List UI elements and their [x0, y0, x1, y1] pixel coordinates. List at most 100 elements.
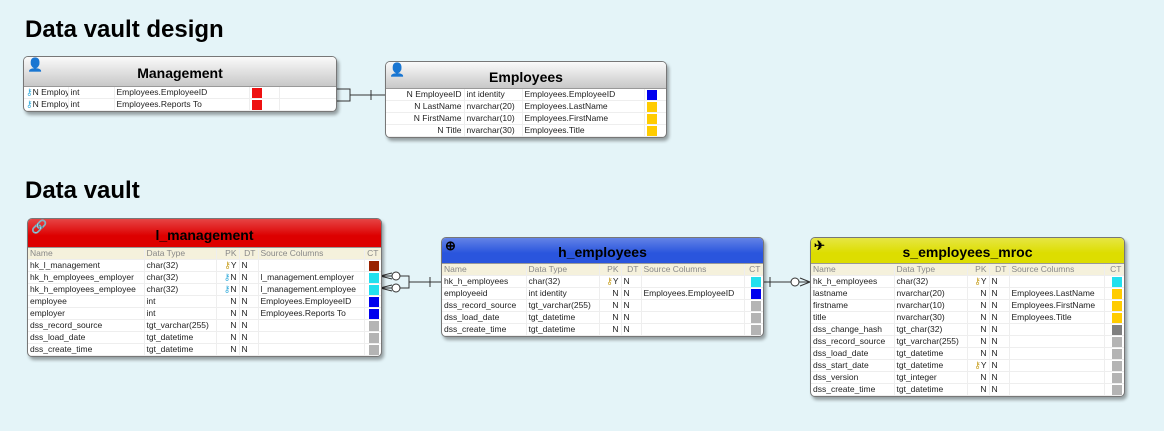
pk-text: N [230, 296, 237, 306]
color-tag [646, 113, 657, 124]
column-row[interactable]: employee int N N Employees.EmployeeID [28, 295, 381, 308]
column-type: nvarchar(30) [464, 124, 523, 137]
column-name: dss_create_time [442, 323, 527, 336]
column-row[interactable]: dss_record_source tgt_varchar(255) N N [442, 299, 763, 312]
column-type: int [68, 87, 115, 99]
column-row[interactable]: hk_h_employees char(32) ⚷Y N [442, 275, 763, 288]
color-tag [1111, 276, 1122, 287]
column-name: hk_l_management [28, 259, 145, 272]
color-tag-cell [744, 323, 763, 336]
pk-text: N [230, 320, 237, 330]
column-type: tgt_datetime [894, 383, 968, 396]
column-row[interactable]: ⚷N EmployerintEmployees.Reports To [24, 98, 336, 111]
column-row[interactable]: dss_create_time tgt_datetime N N [811, 383, 1124, 396]
column-row[interactable]: ⚷N EmployeeintEmployees.EmployeeID [24, 87, 336, 99]
dt-flag: N [989, 275, 1010, 288]
color-tag [1111, 324, 1122, 335]
column-row[interactable]: dss_record_source tgt_varchar(255) N N [28, 319, 381, 332]
color-tag [1111, 384, 1122, 395]
pk-flag: N [599, 311, 622, 324]
header-pk: PK [599, 264, 622, 276]
pk-text: N [980, 348, 987, 358]
column-row[interactable]: employeeid int identity N N Employees.Employ… [442, 287, 763, 300]
entity-employees[interactable]: 👤 Employees N EmployeeID int identity Employ… [385, 61, 667, 138]
color-tag [646, 125, 657, 136]
source-column: Employees.EmployeeID [258, 295, 365, 308]
source-column [1009, 275, 1105, 288]
color-tag-cell [744, 275, 763, 288]
source-column: Employees.Reports To [114, 98, 250, 111]
column-name: N LastName [386, 100, 465, 113]
column-row[interactable]: title nvarchar(30) N N Employees.Title [811, 311, 1124, 324]
column-type: nvarchar(20) [894, 287, 968, 300]
column-row[interactable]: N FirstName nvarchar(10) Employees.FirstNa… [386, 112, 666, 125]
link-key-icon: ⚷ [26, 99, 33, 109]
column-row[interactable]: dss_create_time tgt_datetime N N [442, 323, 763, 336]
section-title-vault: Data vault [25, 177, 140, 204]
primary-key-icon: ⚷ [606, 276, 613, 286]
column-row[interactable]: dss_start_date tgt_datetime ⚷Y N [811, 359, 1124, 372]
entity-management[interactable]: 👤Management⚷N EmployeeintEmployees.Emplo… [23, 56, 337, 112]
entity-h-employees[interactable]: ⊕ h_employees Name Data Type PK DT Source Colu… [441, 237, 764, 337]
color-tag-cell [364, 295, 381, 308]
pk-text: Y [612, 276, 619, 286]
dt-flag: N [989, 335, 1010, 348]
dt-flag: N [239, 283, 259, 296]
column-row[interactable]: dss_create_time tgt_datetime N N [28, 343, 381, 356]
entity-l-management[interactable]: 🔗 l_management Name Data Type PK DT Source Col… [27, 218, 382, 357]
column-row[interactable]: hk_h_employees char(32) ⚷Y N [811, 275, 1124, 288]
column-header-row: Name Data Type PK DT Source Columns CT [442, 264, 763, 276]
hub-icon: ⊕ [445, 238, 456, 253]
column-row[interactable]: N Title nvarchar(30) Employees.Title [386, 124, 666, 137]
column-row[interactable]: hk_l_management char(32) ⚷Y N [28, 259, 381, 272]
source-column [641, 323, 745, 336]
pk-text: N [612, 312, 619, 322]
column-header-row: Name Data Type PK DT Source Columns CT [811, 264, 1124, 276]
source-column: Employees.Title [522, 124, 645, 137]
header-dt: DT [239, 248, 259, 260]
entity-s-employees-mroc[interactable]: ✈ s_employees_mroc Name Data Type PK DT Source… [810, 237, 1125, 397]
pk-flag: ⚷Y [216, 259, 240, 272]
color-tag-cell [249, 87, 280, 99]
column-name: dss_record_source [28, 319, 145, 332]
column-row[interactable]: dss_change_hash tgt_char(32) N N [811, 323, 1124, 336]
pk-text: N [612, 300, 619, 310]
source-column [1009, 383, 1105, 396]
link-key-icon: ⚷ [223, 272, 231, 282]
pk-flag: ⚷Y [967, 275, 990, 288]
user-icon: 👤 [389, 62, 406, 77]
column-row[interactable]: dss_load_date tgt_datetime N N [811, 347, 1124, 360]
column-row[interactable]: dss_load_date tgt_datetime N N [442, 311, 763, 324]
source-column [1009, 335, 1105, 348]
link-chain-icon: 🔗 [31, 219, 48, 234]
dt-flag: N [621, 323, 642, 336]
column-row[interactable]: employer int N N Employees.Reports To [28, 307, 381, 320]
column-row[interactable]: lastname nvarchar(20) N N Employees.LastName [811, 287, 1124, 300]
link-key-icon: ⚷ [26, 87, 33, 97]
color-tag-cell [1104, 359, 1124, 372]
color-tag-cell [364, 271, 381, 284]
column-row[interactable]: N EmployeeID int identity Employees.Employ… [386, 89, 666, 101]
pk-flag: N [216, 307, 240, 320]
dt-flag: N [989, 323, 1010, 336]
column-type: char(32) [144, 259, 217, 272]
color-tag [1111, 372, 1122, 383]
column-row[interactable]: dss_record_source tgt_varchar(255) N N [811, 335, 1124, 348]
column-row[interactable]: dss_version tgt_integer N N [811, 371, 1124, 384]
column-row[interactable]: N LastName nvarchar(20) Employees.LastName [386, 100, 666, 113]
pk-text: N [612, 324, 619, 334]
column-type: tgt_datetime [144, 331, 217, 344]
column-name: employee [28, 295, 145, 308]
color-tag [646, 101, 657, 112]
dt-flag: N [989, 359, 1010, 372]
header-source: Source Columns [258, 248, 365, 260]
color-tag-cell [744, 311, 763, 324]
header-name: Name [442, 264, 527, 276]
source-column [641, 275, 745, 288]
column-row[interactable]: dss_load_date tgt_datetime N N [28, 331, 381, 344]
dt-flag: N [239, 295, 259, 308]
color-tag [1111, 348, 1122, 359]
column-row[interactable]: firstname nvarchar(10) N N Employees.FirstNa… [811, 299, 1124, 312]
